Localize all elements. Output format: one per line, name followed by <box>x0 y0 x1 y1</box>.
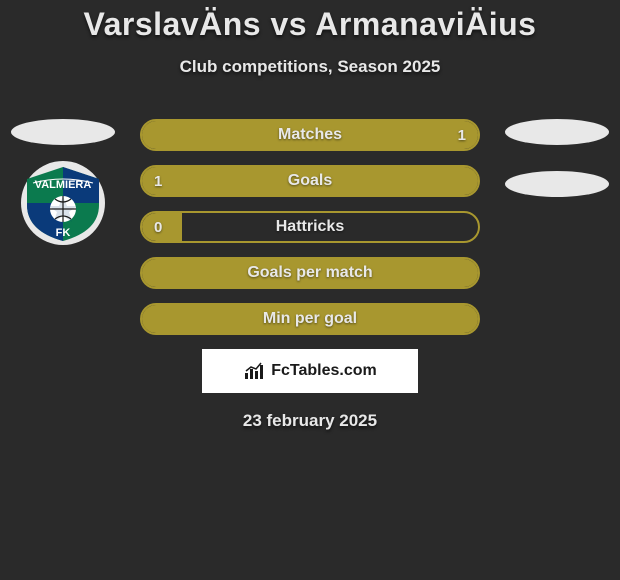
bar-value-left: 1 <box>154 167 162 195</box>
valmiera-crest-icon: VALMIERA FK <box>13 161 113 245</box>
right-team-column <box>502 119 612 197</box>
right-team-badge-placeholder-2 <box>505 171 609 197</box>
bar-value-right: 1 <box>458 121 466 149</box>
stat-bar-goals: Goals1 <box>140 165 480 197</box>
brand-box: FcTables.com <box>202 349 418 393</box>
left-team-badge-placeholder <box>11 119 115 145</box>
right-team-badge-placeholder-1 <box>505 119 609 145</box>
stat-bar-hattricks: Hattricks0 <box>140 211 480 243</box>
stat-bars: Matches1Goals1Hattricks0Goals per matchM… <box>140 119 480 335</box>
stat-bar-goals-per-match: Goals per match <box>140 257 480 289</box>
bar-label: Matches <box>142 121 478 149</box>
stat-bar-matches: Matches1 <box>140 119 480 151</box>
bar-label: Min per goal <box>142 305 478 333</box>
svg-text:VALMIERA: VALMIERA <box>35 179 92 191</box>
bar-label: Hattricks <box>142 213 478 241</box>
date-text: 23 february 2025 <box>0 411 620 431</box>
bar-chart-icon <box>243 361 267 381</box>
bar-label: Goals <box>142 167 478 195</box>
stat-bar-min-per-goal: Min per goal <box>140 303 480 335</box>
comparison-content: VALMIERA FK Matches1Goals1Hattricks0Goal… <box>0 119 620 431</box>
page-title: VarslavÄns vs ArmanaviÄius <box>0 0 620 43</box>
bar-value-left: 0 <box>154 213 162 241</box>
left-team-crest: VALMIERA FK <box>13 161 113 245</box>
svg-text:FK: FK <box>56 227 71 239</box>
subtitle: Club competitions, Season 2025 <box>0 57 620 77</box>
left-team-column: VALMIERA FK <box>8 119 118 245</box>
bar-label: Goals per match <box>142 259 478 287</box>
brand-text: FcTables.com <box>271 362 377 380</box>
